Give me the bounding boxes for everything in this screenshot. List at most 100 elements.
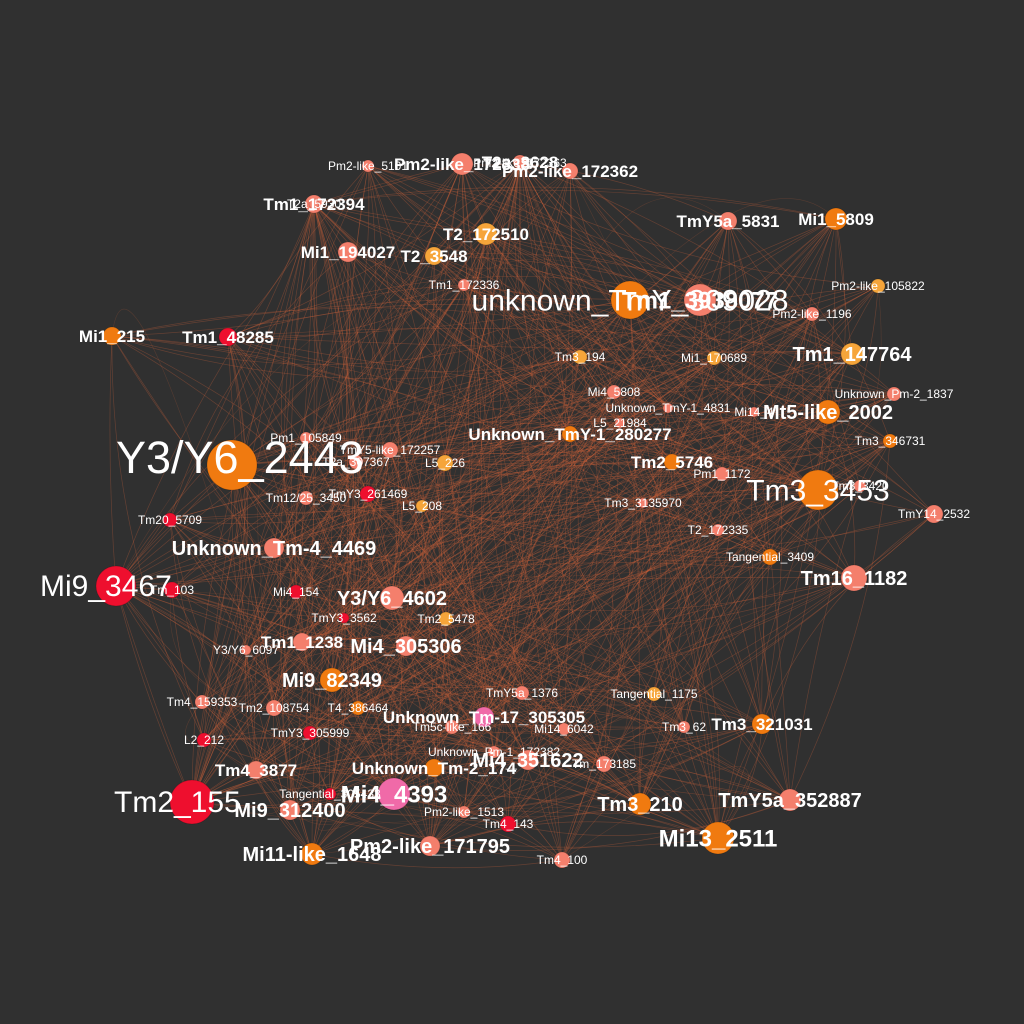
graph-node[interactable] xyxy=(424,758,444,778)
graph-node[interactable] xyxy=(419,835,441,857)
graph-node[interactable] xyxy=(662,402,674,414)
graph-node[interactable] xyxy=(299,431,313,445)
graph-node[interactable] xyxy=(95,565,137,607)
graph-edge xyxy=(405,645,719,839)
graph-edge xyxy=(231,416,891,466)
graph-node[interactable] xyxy=(514,685,530,701)
graph-node[interactable] xyxy=(706,350,722,366)
graph-node[interactable] xyxy=(337,241,359,263)
graph-node[interactable] xyxy=(595,755,613,773)
graph-node[interactable] xyxy=(473,706,495,728)
graph-node[interactable] xyxy=(487,745,501,759)
graph-edge xyxy=(521,691,685,728)
graph-node[interactable] xyxy=(924,504,944,524)
graph-node[interactable] xyxy=(424,246,444,266)
graph-node[interactable] xyxy=(557,722,571,736)
graph-node[interactable] xyxy=(246,760,266,780)
graph-node[interactable] xyxy=(663,453,681,471)
graph-node[interactable] xyxy=(194,694,210,710)
graph-node[interactable] xyxy=(302,725,318,741)
graph-node[interactable] xyxy=(711,523,725,537)
graph-node[interactable] xyxy=(102,326,122,346)
graph-node[interactable] xyxy=(853,479,867,493)
graph-node[interactable] xyxy=(450,152,474,176)
graph-node[interactable] xyxy=(683,283,717,317)
graph-node[interactable] xyxy=(395,635,417,657)
graph-node[interactable] xyxy=(298,490,314,506)
graph-node[interactable] xyxy=(348,454,364,470)
graph-node[interactable] xyxy=(840,342,864,366)
graph-edge xyxy=(313,203,487,235)
graph-node[interactable] xyxy=(444,719,460,735)
graph-node[interactable] xyxy=(761,548,779,566)
graph-node[interactable] xyxy=(870,278,886,294)
graph-node[interactable] xyxy=(218,327,238,347)
graph-node[interactable] xyxy=(265,699,283,717)
graph-node[interactable] xyxy=(379,585,405,611)
graph-node[interactable] xyxy=(797,469,839,511)
graph-node[interactable] xyxy=(323,787,337,801)
graph-node[interactable] xyxy=(561,162,579,180)
graph-node[interactable] xyxy=(338,612,350,624)
graph-node[interactable] xyxy=(474,222,498,246)
graph-node[interactable] xyxy=(824,207,848,231)
graph-node[interactable] xyxy=(748,406,760,418)
graph-node[interactable] xyxy=(279,799,301,821)
graph-node[interactable] xyxy=(714,466,730,482)
graph-node[interactable] xyxy=(457,805,471,819)
graph-node[interactable] xyxy=(628,792,652,816)
graph-node[interactable] xyxy=(300,842,324,866)
graph-node[interactable] xyxy=(718,211,738,231)
graph-node[interactable] xyxy=(169,779,215,825)
graph-node[interactable] xyxy=(415,499,429,513)
graph-node[interactable] xyxy=(701,821,735,855)
graph-node[interactable] xyxy=(499,815,517,833)
graph-node[interactable] xyxy=(377,777,411,811)
graph-node[interactable] xyxy=(381,441,399,459)
graph-node[interactable] xyxy=(572,349,588,365)
graph-node[interactable] xyxy=(637,497,649,509)
graph-node[interactable] xyxy=(778,788,802,812)
graph-node[interactable] xyxy=(457,278,471,292)
graph-node[interactable] xyxy=(614,417,626,429)
graph-node[interactable] xyxy=(263,537,285,559)
graph-edge xyxy=(191,793,441,815)
graph-node[interactable] xyxy=(436,454,454,472)
graph-node[interactable] xyxy=(561,425,579,443)
graph-node[interactable] xyxy=(517,749,539,771)
graph-edge xyxy=(653,485,861,695)
graph-node[interactable] xyxy=(804,306,820,322)
graph-node[interactable] xyxy=(840,564,868,592)
graph-node[interactable] xyxy=(288,584,304,600)
graph-node[interactable] xyxy=(196,732,212,748)
graph-node[interactable] xyxy=(513,156,527,170)
graph-node[interactable] xyxy=(606,384,622,400)
graph-edge xyxy=(293,572,563,861)
graph-node[interactable] xyxy=(882,433,898,449)
graph-node[interactable] xyxy=(319,667,345,693)
graph-node[interactable] xyxy=(438,611,454,627)
graph-node[interactable] xyxy=(553,851,571,869)
graph-node[interactable] xyxy=(815,399,841,425)
graph-node[interactable] xyxy=(308,198,320,210)
graph-node[interactable] xyxy=(751,713,773,735)
node-label: Unknown_Tm-2_174 xyxy=(352,759,517,778)
graph-node[interactable] xyxy=(677,720,691,734)
graph-node[interactable] xyxy=(163,581,181,599)
graph-edge xyxy=(493,393,895,753)
graph-edge xyxy=(519,161,685,728)
graph-node[interactable] xyxy=(886,386,902,402)
graph-edge xyxy=(519,162,819,491)
graph-node[interactable] xyxy=(610,280,650,320)
node-label: Tm2_5746 xyxy=(631,453,713,472)
graph-node[interactable] xyxy=(646,686,662,702)
graph-edge xyxy=(203,726,641,805)
graph-node[interactable] xyxy=(162,512,178,528)
graph-node[interactable] xyxy=(359,485,377,503)
graph-node[interactable] xyxy=(361,159,375,173)
graph-node[interactable] xyxy=(292,632,312,652)
graph-node[interactable] xyxy=(240,644,252,656)
graph-node[interactable] xyxy=(350,700,366,716)
graph-edge xyxy=(483,313,813,718)
graph-node[interactable] xyxy=(206,439,258,491)
